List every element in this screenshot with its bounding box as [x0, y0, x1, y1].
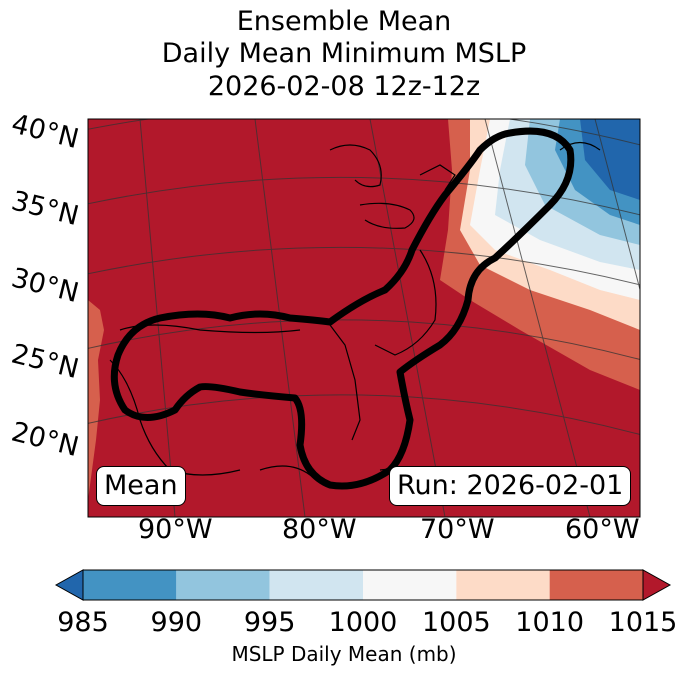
mean-contour	[110, 127, 575, 490]
colorbar-segment	[269, 570, 363, 600]
colorbar-tick-label: 1000	[328, 607, 398, 638]
colorbar-tick-label: 985	[57, 607, 109, 638]
colorbar-tick-label: 995	[243, 607, 296, 638]
colorbar-segment	[456, 570, 550, 600]
colorbar-segment	[176, 570, 270, 600]
colorbar-frame	[82, 569, 644, 601]
pressure-band-west	[88, 300, 104, 500]
lon-label-90w: 90°W	[138, 514, 213, 545]
colorbar-tick-label: 1015	[608, 607, 678, 638]
colorbar-tick-label: 1010	[515, 607, 585, 638]
mean-label: Mean	[96, 466, 186, 506]
colorbar-segment	[549, 570, 643, 600]
colorbar-tick-label: 990	[150, 607, 203, 638]
lon-label-70w: 70°W	[420, 514, 495, 545]
lon-label-60w: 60°W	[565, 514, 640, 545]
title-line-2: Daily Mean Minimum MSLP	[161, 38, 527, 69]
run-label: Run: 2026-02-01	[389, 466, 632, 506]
colorbar-extend-high	[642, 569, 672, 601]
map-frame	[87, 118, 641, 518]
lon-label-80w: 80°W	[282, 514, 357, 545]
colorbar-segment	[83, 570, 177, 600]
colorbar	[54, 569, 672, 601]
title-line-1: Ensemble Mean	[236, 6, 452, 37]
colorbar-tick-label: 1005	[421, 607, 491, 638]
title-line-3: 2026-02-08 12z-12z	[207, 71, 481, 102]
pressure-band-low	[580, 119, 640, 200]
colorbar-extend-low	[54, 569, 84, 601]
colorbar-label: MSLP Daily Mean (mb)	[231, 642, 457, 666]
colorbar-segment	[363, 570, 457, 600]
